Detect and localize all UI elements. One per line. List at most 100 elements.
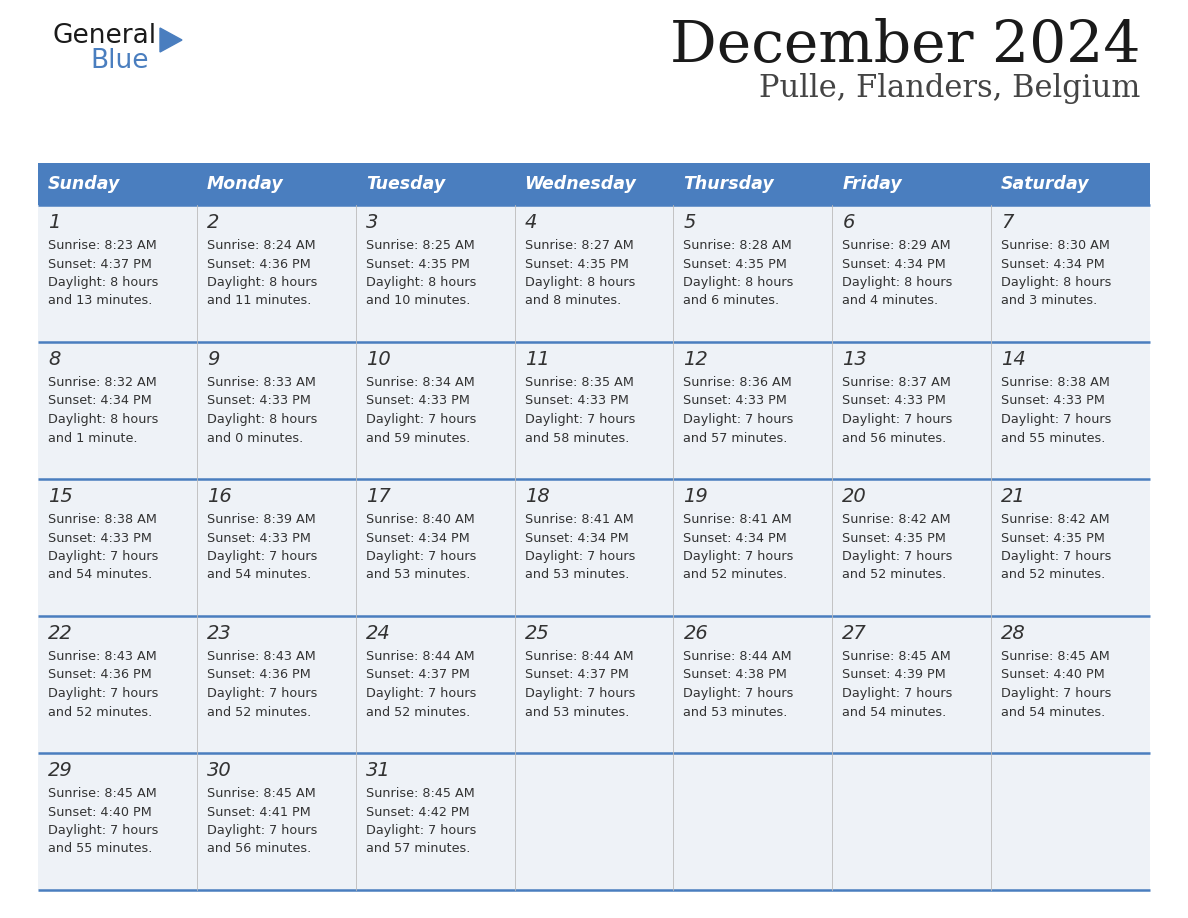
Text: and 57 minutes.: and 57 minutes. — [683, 431, 788, 444]
Text: Sunset: 4:34 PM: Sunset: 4:34 PM — [366, 532, 469, 544]
Text: 26: 26 — [683, 624, 708, 643]
Bar — [991, 616, 1150, 753]
Bar — [197, 753, 355, 890]
Text: Daylight: 7 hours: Daylight: 7 hours — [683, 413, 794, 426]
Bar — [991, 479, 1150, 616]
Text: Sunrise: 8:38 AM: Sunrise: 8:38 AM — [1001, 376, 1110, 389]
Text: Sunrise: 8:23 AM: Sunrise: 8:23 AM — [48, 239, 157, 252]
Text: Daylight: 8 hours: Daylight: 8 hours — [366, 276, 476, 289]
Text: Sunrise: 8:43 AM: Sunrise: 8:43 AM — [207, 650, 316, 663]
Text: Daylight: 7 hours: Daylight: 7 hours — [525, 413, 634, 426]
Text: Sunrise: 8:44 AM: Sunrise: 8:44 AM — [525, 650, 633, 663]
Bar — [197, 342, 355, 479]
Text: and 53 minutes.: and 53 minutes. — [683, 706, 788, 719]
Text: Sunrise: 8:44 AM: Sunrise: 8:44 AM — [366, 650, 474, 663]
Text: Sunset: 4:35 PM: Sunset: 4:35 PM — [366, 258, 469, 271]
Text: and 0 minutes.: and 0 minutes. — [207, 431, 303, 444]
Text: Daylight: 7 hours: Daylight: 7 hours — [842, 550, 953, 563]
Polygon shape — [160, 28, 182, 52]
Text: and 4 minutes.: and 4 minutes. — [842, 295, 939, 308]
Text: Sunset: 4:37 PM: Sunset: 4:37 PM — [366, 668, 469, 681]
Text: 27: 27 — [842, 624, 867, 643]
Text: Daylight: 7 hours: Daylight: 7 hours — [366, 550, 476, 563]
Text: Daylight: 7 hours: Daylight: 7 hours — [683, 687, 794, 700]
Text: Daylight: 7 hours: Daylight: 7 hours — [207, 824, 317, 837]
Bar — [674, 163, 833, 205]
Text: Sunrise: 8:30 AM: Sunrise: 8:30 AM — [1001, 239, 1110, 252]
Text: and 57 minutes.: and 57 minutes. — [366, 843, 470, 856]
Text: Sunrise: 8:42 AM: Sunrise: 8:42 AM — [842, 513, 950, 526]
Text: and 54 minutes.: and 54 minutes. — [1001, 706, 1105, 719]
Text: Sunset: 4:38 PM: Sunset: 4:38 PM — [683, 668, 788, 681]
Text: Sunrise: 8:38 AM: Sunrise: 8:38 AM — [48, 513, 157, 526]
Text: Sunrise: 8:40 AM: Sunrise: 8:40 AM — [366, 513, 474, 526]
Text: and 53 minutes.: and 53 minutes. — [525, 706, 628, 719]
Text: Sunrise: 8:39 AM: Sunrise: 8:39 AM — [207, 513, 316, 526]
Bar — [197, 163, 355, 205]
Text: Sunset: 4:37 PM: Sunset: 4:37 PM — [525, 668, 628, 681]
Text: Sunset: 4:36 PM: Sunset: 4:36 PM — [207, 668, 310, 681]
Text: and 52 minutes.: and 52 minutes. — [683, 568, 788, 581]
Bar — [355, 753, 514, 890]
Text: 22: 22 — [48, 624, 72, 643]
Text: Daylight: 7 hours: Daylight: 7 hours — [207, 550, 317, 563]
Bar — [355, 479, 514, 616]
Bar — [514, 342, 674, 479]
Text: Wednesday: Wednesday — [525, 175, 637, 193]
Text: and 13 minutes.: and 13 minutes. — [48, 295, 152, 308]
Text: and 54 minutes.: and 54 minutes. — [207, 568, 311, 581]
Text: Sunrise: 8:24 AM: Sunrise: 8:24 AM — [207, 239, 316, 252]
Text: and 8 minutes.: and 8 minutes. — [525, 295, 621, 308]
Text: Sunset: 4:40 PM: Sunset: 4:40 PM — [1001, 668, 1105, 681]
Text: 1: 1 — [48, 213, 61, 232]
Text: 18: 18 — [525, 487, 549, 506]
Text: Sunset: 4:39 PM: Sunset: 4:39 PM — [842, 668, 946, 681]
Text: Sunset: 4:42 PM: Sunset: 4:42 PM — [366, 805, 469, 819]
Bar — [833, 616, 991, 753]
Bar — [514, 479, 674, 616]
Text: and 11 minutes.: and 11 minutes. — [207, 295, 311, 308]
Text: Friday: Friday — [842, 175, 902, 193]
Bar — [355, 616, 514, 753]
Text: and 53 minutes.: and 53 minutes. — [525, 568, 628, 581]
Bar — [38, 753, 197, 890]
Text: Sunrise: 8:45 AM: Sunrise: 8:45 AM — [842, 650, 952, 663]
Text: Monday: Monday — [207, 175, 284, 193]
Bar — [674, 205, 833, 342]
Text: Sunset: 4:34 PM: Sunset: 4:34 PM — [48, 395, 152, 408]
Text: Sunset: 4:35 PM: Sunset: 4:35 PM — [1001, 532, 1105, 544]
Text: Daylight: 8 hours: Daylight: 8 hours — [48, 276, 158, 289]
Text: Sunset: 4:41 PM: Sunset: 4:41 PM — [207, 805, 310, 819]
Text: Sunrise: 8:41 AM: Sunrise: 8:41 AM — [683, 513, 792, 526]
Text: and 10 minutes.: and 10 minutes. — [366, 295, 470, 308]
Text: 16: 16 — [207, 487, 232, 506]
Text: 2: 2 — [207, 213, 220, 232]
Text: Sunset: 4:33 PM: Sunset: 4:33 PM — [366, 395, 469, 408]
Bar — [991, 163, 1150, 205]
Text: Sunset: 4:36 PM: Sunset: 4:36 PM — [207, 258, 310, 271]
Bar — [197, 479, 355, 616]
Text: Daylight: 8 hours: Daylight: 8 hours — [683, 276, 794, 289]
Text: and 56 minutes.: and 56 minutes. — [842, 431, 947, 444]
Bar — [514, 205, 674, 342]
Text: Sunrise: 8:42 AM: Sunrise: 8:42 AM — [1001, 513, 1110, 526]
Bar — [991, 205, 1150, 342]
Text: and 53 minutes.: and 53 minutes. — [366, 568, 470, 581]
Text: Sunrise: 8:37 AM: Sunrise: 8:37 AM — [842, 376, 952, 389]
Text: Blue: Blue — [90, 48, 148, 74]
Text: Daylight: 7 hours: Daylight: 7 hours — [1001, 687, 1112, 700]
Text: 21: 21 — [1001, 487, 1026, 506]
Text: Daylight: 7 hours: Daylight: 7 hours — [525, 550, 634, 563]
Bar — [355, 163, 514, 205]
Text: Sunrise: 8:41 AM: Sunrise: 8:41 AM — [525, 513, 633, 526]
Text: Sunrise: 8:32 AM: Sunrise: 8:32 AM — [48, 376, 157, 389]
Text: Sunset: 4:33 PM: Sunset: 4:33 PM — [525, 395, 628, 408]
Text: 5: 5 — [683, 213, 696, 232]
Text: 6: 6 — [842, 213, 854, 232]
Text: Daylight: 7 hours: Daylight: 7 hours — [207, 687, 317, 700]
Text: 11: 11 — [525, 350, 549, 369]
Text: Daylight: 7 hours: Daylight: 7 hours — [842, 687, 953, 700]
Text: and 54 minutes.: and 54 minutes. — [48, 568, 152, 581]
Text: Sunrise: 8:34 AM: Sunrise: 8:34 AM — [366, 376, 474, 389]
Text: Sunset: 4:34 PM: Sunset: 4:34 PM — [683, 532, 788, 544]
